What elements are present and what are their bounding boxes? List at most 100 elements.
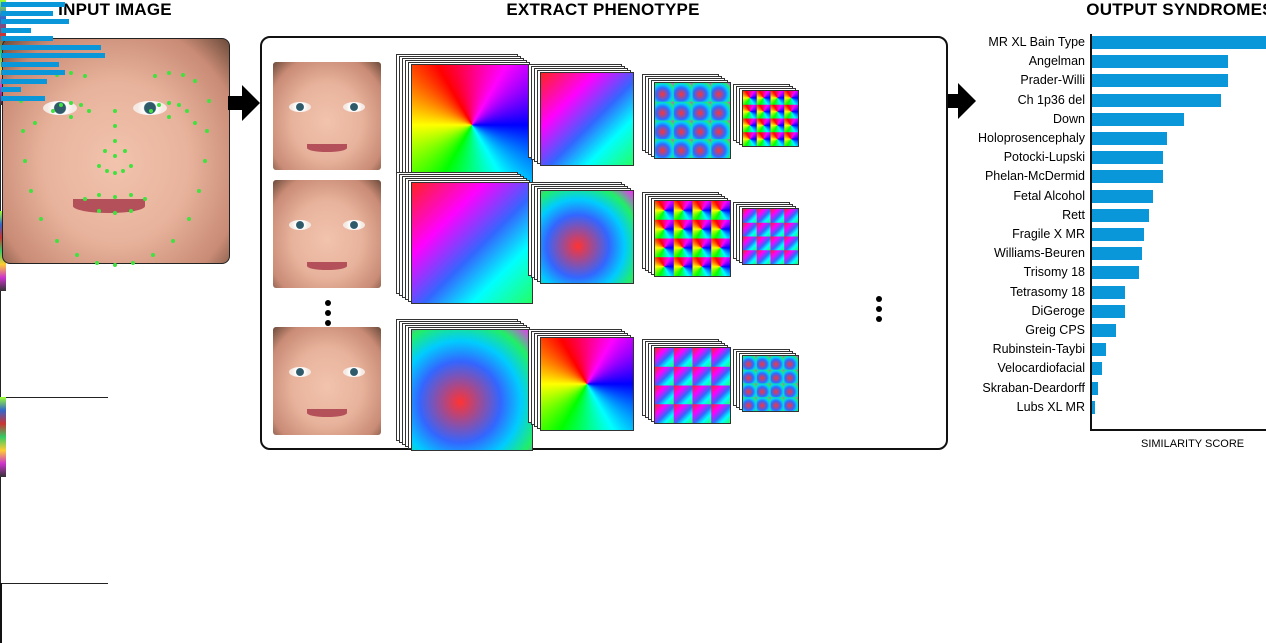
syndrome-bar [1092,93,1221,107]
facial-landmark [59,103,63,107]
syndrome-bar [1092,112,1185,126]
facial-landmark [113,211,117,215]
crop-eye [289,367,311,377]
syndrome-label: Angelman [1028,54,1085,69]
mini-chart-bar [1,53,105,58]
syndrome-label: Potocki-Lupski [1003,150,1085,165]
feature-map-sheet [654,82,731,159]
syndrome-label: Down [1053,111,1085,126]
mouth [73,199,145,213]
syndrome-bar [1092,285,1126,299]
facial-landmark [193,121,197,125]
facial-landmark [207,99,211,103]
syndrome-label: Fetal Alcohol [1013,188,1085,203]
syndrome-bar [1092,400,1095,414]
feature-map-sheet [742,355,799,412]
crop-eye [289,220,311,230]
mini-chart-bar [1,61,31,67]
facial-landmark [87,109,91,113]
facial-landmark [113,171,117,175]
syndrome-bar [1092,132,1167,145]
facial-landmark [103,149,107,153]
facial-landmark [55,239,59,243]
facial-landmark [167,101,171,105]
arrow-1-icon [242,85,260,121]
syndrome-bar [1092,247,1143,261]
feature-map-sheet [654,347,731,424]
facial-landmark [151,253,155,257]
mini-chart-bar [1,44,19,50]
mini-chart-bar [1,19,41,24]
syndrome-label: Ch 1p36 del [1017,92,1085,107]
x-axis-label: SIMILARITY SCORE [1141,438,1245,450]
input-face-image [2,38,230,267]
syndrome-bar [1092,189,1153,203]
facial-landmark [83,74,87,78]
mini-chart-bar [1,87,11,92]
ellipsis-dot [876,306,882,312]
facial-landmark [131,261,135,265]
arrow-2-shaft [948,94,960,108]
ellipsis-dot [876,316,882,322]
ellipsis-dot [325,300,331,306]
arrow-2-icon [958,83,976,119]
mini-chart-bar [1,78,31,84]
ellipsis-dot [325,320,331,326]
syndrome-label: Fragile X MR [1012,227,1085,241]
syndrome-bar [1092,151,1164,165]
syndrome-bar [1092,266,1139,280]
facial-landmark [185,109,189,113]
facial-landmark [129,193,133,197]
crop-eye [289,102,311,112]
facial-landmark [205,129,209,133]
syndrome-label: Tetrasomy 18 [1009,284,1085,299]
facial-landmark [187,217,191,221]
syndrome-label: Rubinstein-Taybi [992,342,1085,357]
mini-bar-chart-2 [0,2,108,438]
crop-mouth [307,262,347,270]
syndrome-bar [1092,55,1228,69]
facial-landmark [79,103,83,107]
crop-mouth [307,144,347,152]
feature-map-sheet [540,337,634,431]
x-axis-tick [0,637,2,643]
mini-chart-y-axis [0,105,1,211]
facial-landmark [171,239,175,243]
facial-landmark [113,124,117,128]
facial-landmark [19,99,23,103]
facial-landmark [113,139,117,143]
feature-map-sheet [742,208,799,265]
facial-landmark [203,159,207,163]
facial-landmark [69,101,73,105]
syndrome-bar [1092,208,1150,222]
facial-landmark [97,193,101,197]
syndrome-bar [1092,170,1164,184]
facial-landmark [197,189,201,193]
mini-chart-bar [1,2,65,7]
syndrome-label: Rett [1062,207,1085,222]
facial-landmark [69,71,73,75]
facial-landmark [153,74,157,78]
facial-landmark [143,197,147,201]
syndrome-bar [1092,343,1106,357]
mini-chart-bar [1,36,37,41]
mini-chart-bar [1,27,31,33]
mini-chart-y-axis [0,477,1,583]
facial-landmark [39,217,43,221]
ellipsis-dot [876,296,882,302]
facial-landmark [121,169,125,173]
syndrome-label: Trisomy 18 [1023,265,1085,280]
arrow-1-shaft [228,96,242,110]
syndrome-bar [1092,381,1099,395]
output-syndromes-heading: OUTPUT SYNDROMES [1086,0,1266,19]
facial-landmark [193,79,197,83]
crop-eye [343,220,365,230]
syndrome-bar [1092,74,1228,88]
facial-landmark [33,121,37,125]
facial-landmark [69,115,73,119]
facial-landmark [167,115,171,119]
facial-landmark [97,209,101,213]
syndrome-bar [1092,324,1117,337]
feature-map-sheet [411,182,533,304]
face-crop-2 [273,180,381,288]
